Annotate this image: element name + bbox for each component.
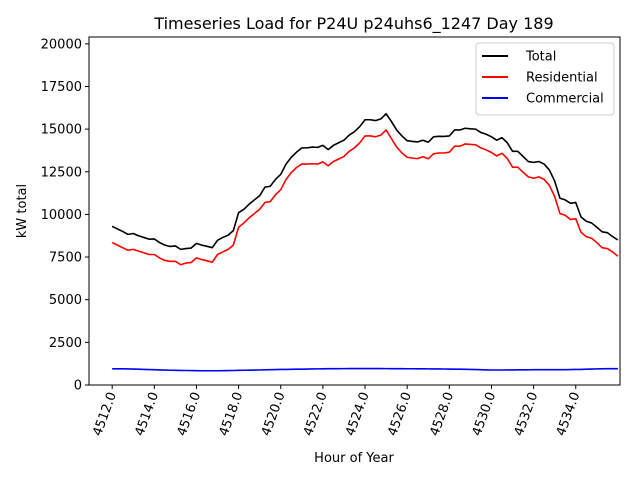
y-tick-label: 10000 (41, 208, 82, 223)
y-axis: 0 2500 5000 7500 10000 12500 15000 17500 20000 (41, 37, 89, 394)
plot-lines (111, 112, 619, 372)
legend-box (475, 42, 615, 116)
y-tick-label: 20000 (41, 37, 82, 52)
legend: Total Residential Commercial (475, 42, 615, 116)
y-tick-label: 0 (74, 379, 82, 394)
legend-label-total: Total (525, 50, 556, 65)
chart-title: Timeseries Load for P24U p24uhs6_1247 Da… (153, 14, 553, 34)
y-tick-label: 12500 (41, 165, 82, 180)
y-tick-label: 17500 (41, 80, 82, 95)
plot-frame (88, 36, 621, 386)
series-line-total (111, 112, 619, 251)
series-line-commercial (112, 367, 618, 372)
y-tick-label: 7500 (49, 251, 82, 266)
y-axis-label: kW total (15, 184, 30, 238)
legend-label-commercial: Commercial (526, 92, 604, 107)
y-tick-label: 2500 (49, 336, 82, 351)
y-tick-label: 5000 (49, 293, 82, 308)
y-tick-label: 15000 (41, 123, 82, 138)
legend-label-residential: Residential (526, 71, 598, 86)
series-line-residential (111, 129, 619, 266)
x-axis-label: Hour of Year (314, 451, 394, 466)
